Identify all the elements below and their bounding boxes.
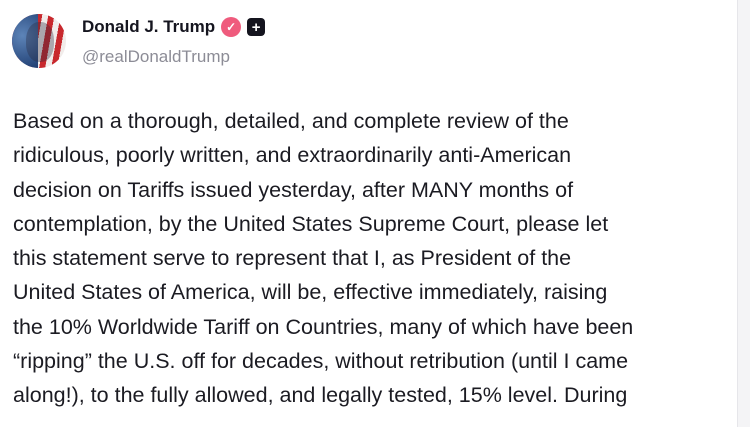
author-name[interactable]: Donald J. Trump ✓ + [82, 17, 266, 37]
post-text: Based on a thorough, detailed, and compl… [13, 109, 634, 408]
author-handle[interactable]: @realDonaldTrump [82, 47, 230, 66]
avatar[interactable] [12, 14, 66, 68]
avatar-flag-field [12, 14, 38, 68]
verified-badge-icon: ✓ [221, 17, 242, 37]
scrollbar-track[interactable] [737, 0, 750, 427]
avatar-face [26, 22, 54, 62]
author-name-text: Donald J. Trump [82, 17, 216, 36]
plus-badge-icon: + [247, 18, 266, 36]
